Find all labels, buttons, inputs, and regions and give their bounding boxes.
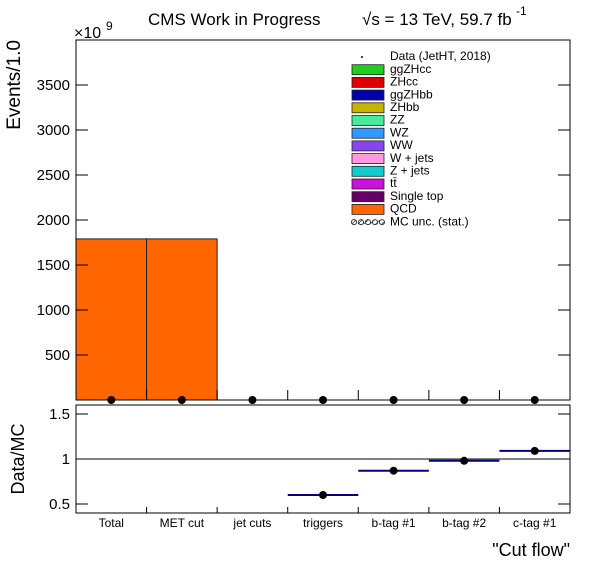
legend-marker: [365, 219, 371, 226]
legend-label: Single top: [390, 189, 444, 203]
legend-marker: [351, 115, 385, 126]
y-multiplier: ×10: [74, 25, 101, 42]
legend-marker: [351, 102, 385, 114]
ratio-point: [319, 491, 327, 499]
y-multiplier-exponent: 9: [106, 19, 113, 33]
legend-marker: [351, 64, 385, 76]
legend-label: ggZHcc: [390, 62, 431, 76]
legend-marker: [352, 220, 384, 225]
title: CMS Work in Progress: [148, 10, 321, 29]
ratio-point: [530, 446, 539, 455]
legend-label: QCD: [390, 202, 417, 216]
frame: [75, 404, 571, 514]
legend-marker: [351, 191, 385, 203]
lumi-exponent: -1: [516, 4, 527, 18]
y-tick-label: 3500: [37, 77, 70, 94]
legend-marker: [351, 153, 385, 165]
x-tick-label: jet cuts: [232, 516, 271, 530]
legend-marker: [379, 219, 385, 226]
legend-label: Data (JetHT, 2018): [390, 49, 491, 63]
bar-segment: [75, 238, 148, 401]
y-tick-label: 2000: [37, 212, 70, 229]
x-tick-label: Total: [99, 516, 124, 530]
y-tick-label: 1500: [37, 257, 70, 274]
legend-label: Z + jets: [390, 163, 430, 177]
legend-marker: [351, 219, 357, 226]
legend-marker: [351, 140, 385, 152]
x-tick-label: triggers: [303, 516, 343, 530]
y-tick-label: 2500: [37, 167, 70, 184]
legend-label: ZHcc: [390, 75, 418, 89]
legend-label: WW: [390, 138, 413, 152]
y-axis-label: Events/1.0: [4, 40, 25, 130]
ratio-y-axis-label: Data/MC: [8, 423, 28, 494]
legend-label: W + jets: [390, 151, 434, 165]
x-tick-label: MET cut: [160, 516, 205, 530]
x-tick-label: b-tag #2: [442, 516, 486, 530]
bar-segment: [146, 238, 218, 401]
legend-label: WZ: [390, 125, 409, 139]
legend-marker: [351, 77, 385, 88]
ratio-point: [389, 466, 398, 475]
legend-label: MC unc. (stat.): [390, 214, 469, 228]
legend-marker: [351, 165, 385, 177]
frame: [75, 39, 571, 401]
legend-label: ggZHbb: [390, 87, 433, 101]
legend-marker: [351, 178, 385, 190]
legend-label: ZZ: [390, 113, 405, 127]
y-tick-label: 500: [45, 347, 70, 364]
legend-marker: [372, 219, 378, 226]
x-tick-label: c-tag #1: [513, 516, 557, 530]
legend-marker: [351, 127, 385, 139]
legend-marker: [361, 56, 363, 58]
legend-marker: [358, 219, 364, 226]
x-tick-label: b-tag #1: [372, 516, 416, 530]
y-tick-label: 1000: [37, 302, 70, 319]
legend-label: ZHbb: [390, 100, 420, 114]
x-axis-label: "Cut flow": [492, 540, 570, 560]
y-tick-label: 1.5: [49, 406, 70, 423]
y-tick-label: 1: [62, 451, 70, 468]
legend-label: tt̄: [390, 176, 397, 190]
y-tick-label: 0.5: [49, 496, 70, 513]
ratio-point: [460, 456, 469, 465]
y-tick-label: 3000: [37, 122, 70, 139]
legend-marker: [351, 89, 385, 101]
legend-marker: [351, 203, 385, 215]
lumi: √s = 13 TeV, 59.7 fb: [362, 10, 512, 29]
